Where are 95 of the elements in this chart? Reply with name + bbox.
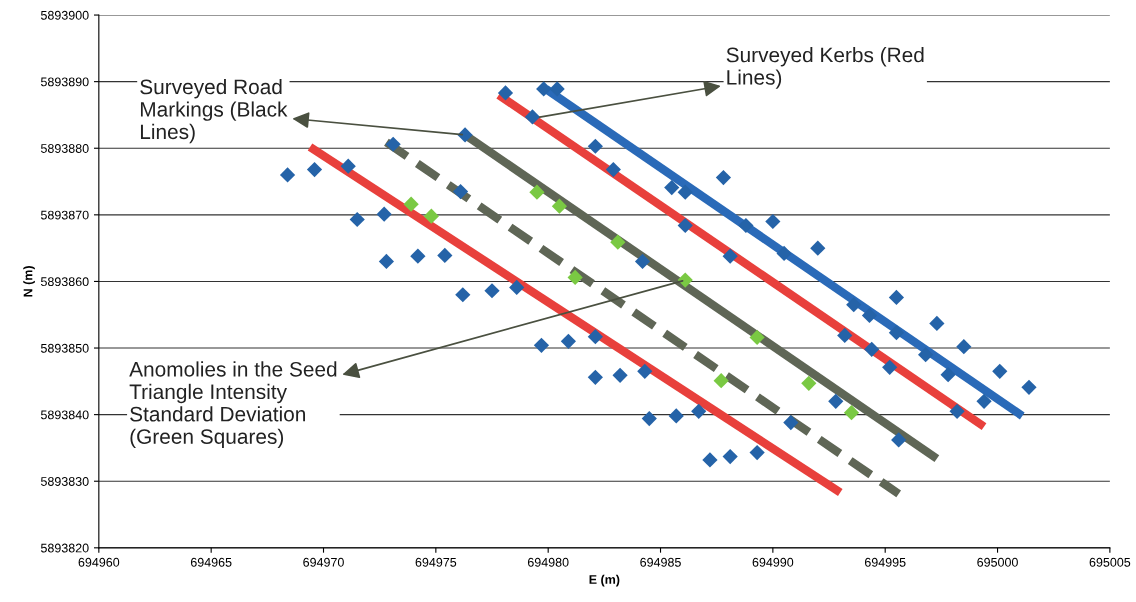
point: [378, 253, 395, 270]
point: [279, 167, 296, 183]
point: [410, 248, 426, 264]
x-tick-label: 695000: [977, 557, 1018, 567]
point: [861, 307, 878, 324]
point: [376, 206, 392, 222]
point: [976, 393, 992, 409]
point: [457, 127, 473, 143]
point: [484, 283, 500, 299]
point: [587, 138, 603, 154]
point: [536, 81, 552, 97]
point: [837, 327, 853, 343]
y-tick-label: 5893890: [40, 77, 89, 87]
y-tick-label: 5893900: [40, 10, 89, 20]
point: [437, 247, 453, 264]
point: [749, 329, 765, 345]
y-tick-label: 5893820: [40, 543, 89, 553]
point: [882, 359, 898, 375]
y-tick-label: 5893850: [40, 343, 89, 353]
point: [567, 269, 583, 286]
point: [455, 287, 471, 303]
point: [918, 347, 934, 363]
point: [992, 363, 1008, 379]
point: [340, 158, 356, 174]
x-tick-label: 694985: [640, 557, 681, 567]
point: [497, 85, 514, 101]
y-tick-label: 5893880: [40, 144, 89, 153]
annotation: Surveyed Kerbs (Red Lines): [726, 47, 924, 89]
x-tick-label: 694960: [78, 557, 120, 567]
point: [587, 369, 603, 385]
point: [610, 234, 626, 250]
point: [722, 448, 738, 465]
point: [864, 341, 880, 357]
x-tick-label: 694995: [864, 557, 906, 567]
point: [722, 248, 738, 264]
point: [605, 161, 621, 178]
point: [843, 405, 860, 421]
point: [765, 213, 781, 230]
point: [549, 81, 565, 97]
point: [634, 253, 651, 270]
point: [612, 367, 628, 383]
y-tick-label: 5893830: [40, 477, 89, 486]
point: [641, 411, 657, 427]
point: [677, 184, 693, 200]
x-tick-label: 694975: [415, 557, 457, 567]
x-tick-label: 694990: [752, 557, 794, 567]
point: [738, 217, 754, 234]
point: [452, 183, 469, 200]
x-tick-label: 694970: [303, 557, 344, 567]
point: [783, 415, 799, 431]
point: [551, 198, 568, 214]
point: [587, 329, 603, 345]
point: [846, 297, 862, 313]
point: [349, 211, 365, 228]
point: [560, 333, 577, 349]
point: [403, 196, 419, 212]
y-axis-title: N (m): [23, 266, 35, 297]
point: [801, 375, 817, 391]
point: [956, 339, 972, 355]
point: [524, 109, 541, 125]
y-tick-label: 5893840: [40, 410, 89, 420]
point: [949, 403, 965, 419]
y-tick-label: 5893860: [40, 277, 89, 287]
point: [306, 161, 323, 178]
x-tick-label: 695005: [1089, 557, 1131, 567]
point: [776, 245, 792, 262]
point: [810, 240, 826, 256]
point: [677, 272, 693, 288]
point: [385, 136, 401, 152]
point: [888, 325, 905, 341]
y-tick-label: 5893870: [40, 210, 89, 220]
point: [888, 289, 905, 306]
point: [423, 208, 439, 224]
x-tick-label: 694965: [190, 557, 232, 567]
point: [533, 337, 550, 353]
point: [509, 279, 525, 296]
point: [828, 393, 844, 409]
annotation: Anomolies in the Seed Triangle Intensity Standard Deviation (Green Squares): [129, 361, 337, 449]
point: [749, 444, 765, 461]
x-tick-label: 694980: [527, 557, 569, 567]
point: [664, 179, 680, 196]
point: [668, 408, 684, 424]
point: [691, 403, 707, 419]
point: [713, 373, 729, 389]
point: [929, 315, 945, 331]
point: [940, 367, 956, 383]
annotation: Surveyed Road Markings (Black Lines): [140, 78, 288, 144]
point: [637, 363, 653, 379]
point: [891, 432, 907, 448]
point: [702, 452, 718, 468]
point: [677, 217, 693, 234]
point: [529, 184, 545, 200]
point: [1021, 379, 1037, 395]
point: [715, 169, 732, 186]
x-axis-title: E (m): [589, 574, 620, 587]
